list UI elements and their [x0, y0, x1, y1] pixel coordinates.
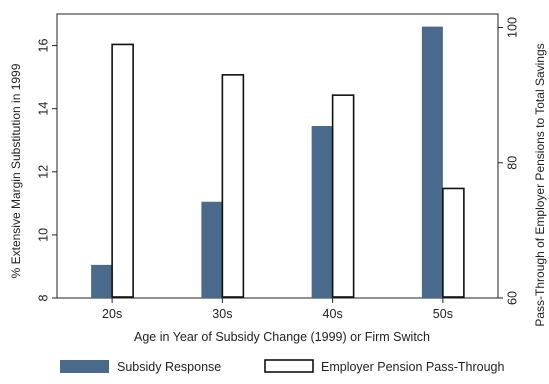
- bar-subsidy-50s: [421, 26, 443, 298]
- bar-passthrough-40s: [331, 94, 355, 298]
- x-tick-label: 20s: [102, 307, 122, 321]
- y-right-tick-label: 100: [505, 17, 519, 38]
- y-left-tick-label: 14: [36, 102, 50, 116]
- bar-subsidy-20s: [91, 264, 113, 298]
- y-left-tick-label: 16: [36, 39, 50, 53]
- bar-passthrough-50s: [442, 187, 465, 298]
- x-tick-label: 50s: [433, 307, 453, 321]
- bar-passthrough-30s: [221, 74, 245, 298]
- y-left-tick-label: 10: [36, 228, 50, 242]
- plot-area: [56, 13, 499, 299]
- bar-subsidy-30s: [201, 201, 223, 298]
- legend-swatch-passthrough: [264, 359, 314, 373]
- bar-subsidy-40s: [311, 126, 333, 299]
- legend-label-passthrough: Employer Pension Pass-Through: [321, 360, 504, 374]
- y-right-tick-label: 60: [505, 291, 519, 305]
- y-axis-left-label: % Extensive Margin Substitution in 1999: [9, 63, 23, 278]
- x-tick-label: 30s: [212, 307, 232, 321]
- legend-swatch-subsidy: [60, 360, 109, 373]
- y-right-tick-label: 80: [505, 156, 519, 170]
- bar-passthrough-20s: [111, 43, 134, 298]
- legend: Subsidy Response Employer Pension Pass-Th…: [60, 359, 504, 374]
- y-left-tick-label: 8: [36, 294, 50, 301]
- x-tick-label: 40s: [323, 307, 343, 321]
- y-left-tick-label: 12: [36, 165, 50, 179]
- y-axis-right-label: Pass-Through of Employer Pensions to Tot…: [533, 43, 547, 326]
- legend-label-subsidy: Subsidy Response: [117, 360, 221, 374]
- x-axis-label: Age in Year of Subsidy Change (1999) or …: [134, 330, 430, 344]
